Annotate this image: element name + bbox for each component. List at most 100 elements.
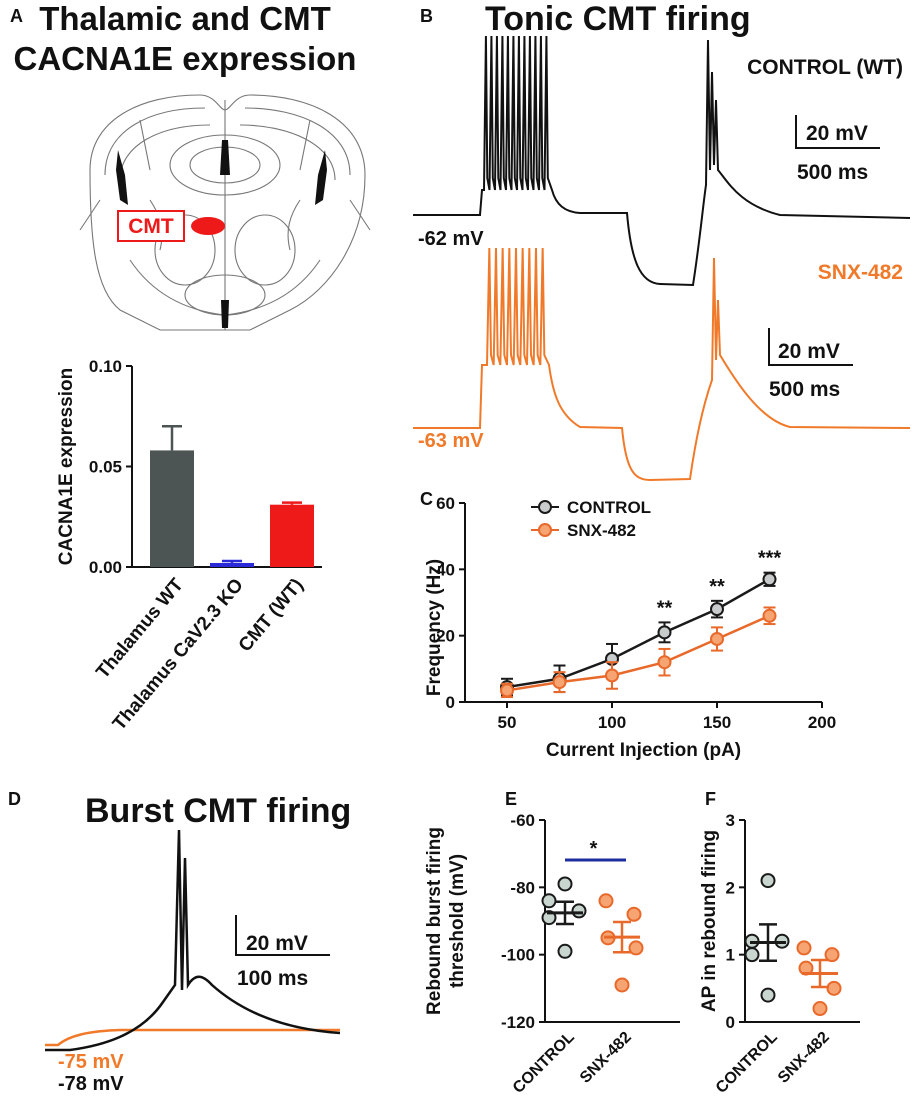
baseline-label: -62 mV xyxy=(418,228,484,250)
y-tick-label: 0.05 xyxy=(89,458,122,477)
y-tick-label: 0 xyxy=(446,693,455,712)
data-point xyxy=(824,947,840,963)
data-point xyxy=(826,980,842,996)
panel-label: B xyxy=(420,6,433,26)
scale-label: 20 mV xyxy=(778,340,840,363)
y-tick-label: 0.10 xyxy=(89,357,122,376)
data-point xyxy=(760,987,776,1003)
y-axis-label: threshold (mV) xyxy=(447,854,468,988)
annotation: *** xyxy=(758,548,782,570)
y-tick-label: 1 xyxy=(726,946,735,965)
data-point xyxy=(557,876,573,892)
panel-label: C xyxy=(420,489,433,509)
y-axis-label: Rebound burst firing xyxy=(424,827,445,1015)
y-tick-label: 3 xyxy=(726,811,735,830)
panel-title: Thalamic and CMT xyxy=(39,0,331,37)
baseline-label: -63 mV xyxy=(418,430,484,452)
data-point xyxy=(557,943,573,959)
atlas-label: CMT xyxy=(128,215,174,238)
panel-title: Burst CMT firing xyxy=(85,792,351,830)
significance-label: * xyxy=(590,838,598,860)
y-axis-label: CACNA1E expression xyxy=(56,368,77,565)
y-axis-label: Frequency (Hz) xyxy=(424,559,445,696)
panel-label: A xyxy=(10,6,23,26)
marker xyxy=(762,608,777,623)
series-line xyxy=(506,614,771,692)
trace-label: SNX-482 xyxy=(818,261,903,284)
data-point xyxy=(598,893,614,909)
marker xyxy=(552,675,567,690)
x-tick-label: SNX-482 xyxy=(775,1029,833,1087)
marker xyxy=(500,683,514,698)
panel-title: CACNA1E expression xyxy=(14,40,357,77)
data-point xyxy=(744,947,760,963)
y-tick-label: 2 xyxy=(726,878,735,897)
x-tick-label: 150 xyxy=(703,713,731,732)
panel-label: F xyxy=(705,789,716,809)
trace-control xyxy=(413,35,911,287)
marker xyxy=(710,602,724,617)
legend-label: CONTROL xyxy=(567,498,651,517)
panel-label: E xyxy=(505,789,517,809)
y-tick-label: 0.00 xyxy=(89,558,122,577)
data-point xyxy=(614,977,630,993)
y-tick-label: 20 xyxy=(436,627,455,646)
x-tick-label: 100 xyxy=(598,713,626,732)
scale-label: 20 mV xyxy=(246,932,308,955)
cmt-region xyxy=(191,217,225,235)
marker xyxy=(762,572,777,587)
scale-bar xyxy=(235,915,330,956)
x-tick-label: CONTROL xyxy=(510,1029,578,1097)
annotation: ** xyxy=(709,576,725,598)
scale-bar xyxy=(768,328,853,366)
x-tick-label: SNX-482 xyxy=(577,1029,635,1087)
brain-atlas xyxy=(79,94,371,331)
y-axis-label: AP in rebound firing xyxy=(699,830,720,1012)
x-tick-label: 50 xyxy=(498,713,517,732)
y-tick-label: -120 xyxy=(501,1013,535,1032)
trace-control xyxy=(45,829,341,1052)
y-tick-label: -100 xyxy=(501,946,535,965)
series-line xyxy=(506,578,771,689)
data-point xyxy=(541,893,557,909)
marker xyxy=(657,625,672,640)
data-point xyxy=(760,873,776,889)
y-tick-label: 40 xyxy=(436,560,455,579)
trace-label: CONTROL (WT) xyxy=(747,56,903,79)
data-point xyxy=(812,1001,828,1017)
marker xyxy=(710,631,724,646)
scale-label: 500 ms xyxy=(769,378,840,401)
marker xyxy=(605,668,619,683)
data-point xyxy=(626,906,642,922)
baseline-label: -78 mV xyxy=(58,1073,124,1095)
y-tick-label: 60 xyxy=(436,494,455,513)
bar xyxy=(210,562,254,567)
y-tick-label: -80 xyxy=(510,878,535,897)
bar xyxy=(270,504,314,567)
baseline-label: -75 mV xyxy=(58,1051,124,1073)
legend-label: SNX-482 xyxy=(567,521,636,540)
x-tick-label: CONTROL xyxy=(713,1029,781,1097)
data-point xyxy=(796,940,812,956)
y-tick-label: 0 xyxy=(726,1013,735,1032)
legend-marker xyxy=(538,500,552,514)
scale-bar xyxy=(795,115,880,149)
panel-label: D xyxy=(8,789,21,809)
x-axis-label: Current Injection (pA) xyxy=(546,740,741,761)
cmt-label-box xyxy=(117,210,185,242)
bar xyxy=(150,450,194,567)
data-point xyxy=(571,903,587,919)
scale-label: 500 ms xyxy=(797,161,868,184)
scale-label: 20 mV xyxy=(806,122,868,145)
trace-snx xyxy=(413,247,911,482)
annotation: ** xyxy=(657,597,673,619)
marker xyxy=(657,655,672,670)
data-point xyxy=(628,940,644,956)
legend-marker xyxy=(538,523,552,537)
trace-snx xyxy=(45,1028,340,1047)
x-tick-label: 200 xyxy=(808,713,836,732)
scale-label: 100 ms xyxy=(237,967,308,990)
panel-title: Tonic CMT firing xyxy=(485,0,751,38)
y-tick-label: -60 xyxy=(510,811,535,830)
